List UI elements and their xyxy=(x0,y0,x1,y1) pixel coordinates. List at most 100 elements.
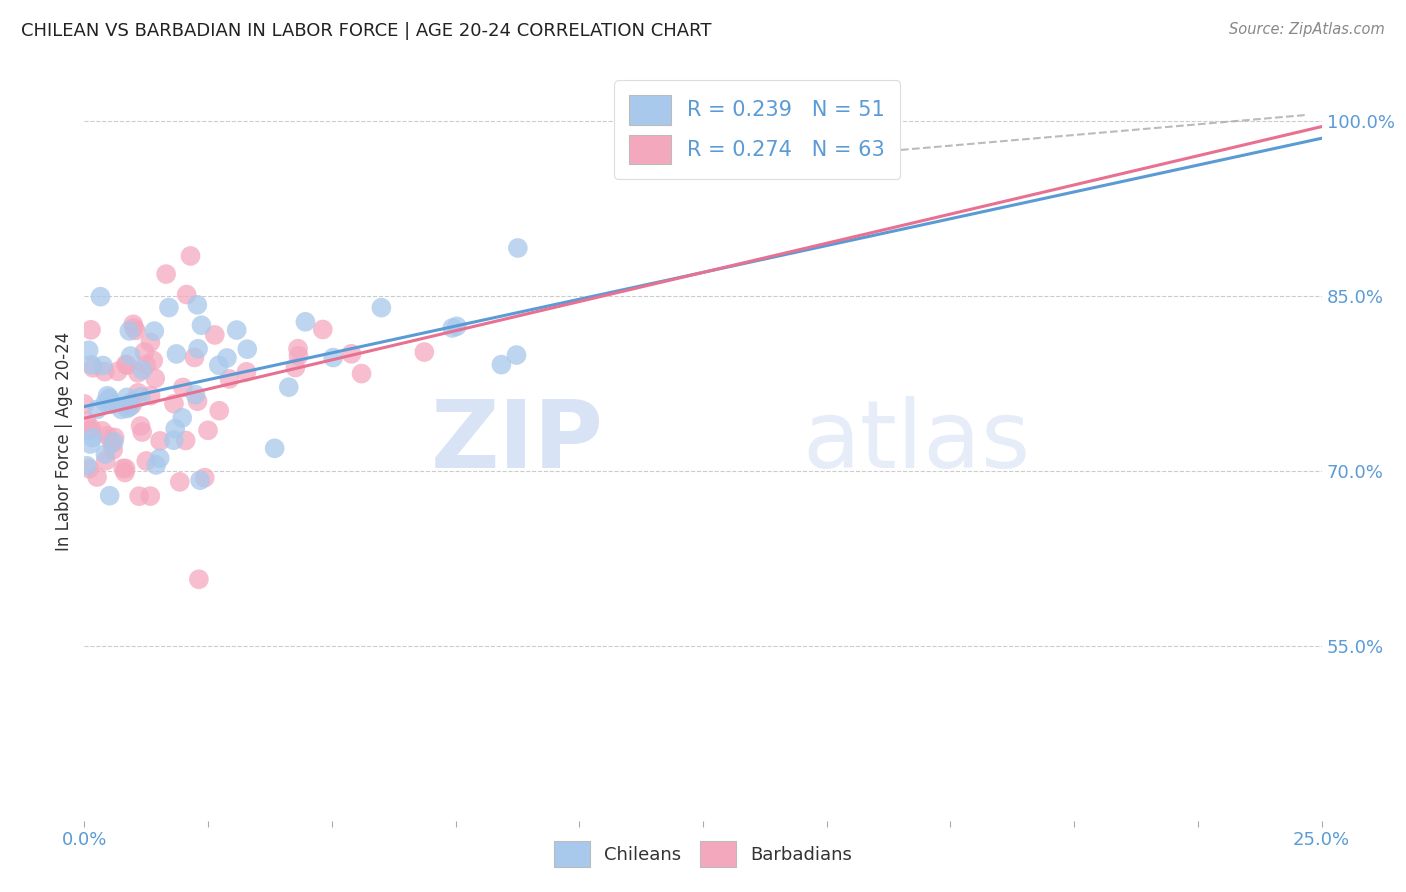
Legend: R = 0.239   N = 51, R = 0.274   N = 63: R = 0.239 N = 51, R = 0.274 N = 63 xyxy=(614,80,900,179)
Point xyxy=(115,401,138,416)
Point xyxy=(187,572,209,586)
Point xyxy=(263,442,285,456)
Point xyxy=(225,323,247,337)
Point xyxy=(104,430,127,444)
Text: ZIP: ZIP xyxy=(432,395,605,488)
Point xyxy=(127,366,149,380)
Point xyxy=(505,348,527,362)
Point xyxy=(441,321,464,335)
Point xyxy=(98,393,121,408)
Point xyxy=(89,290,111,304)
Point xyxy=(107,364,129,378)
Point xyxy=(96,389,118,403)
Point xyxy=(98,391,121,405)
Point xyxy=(129,390,152,404)
Point xyxy=(115,358,138,372)
Point xyxy=(218,372,240,386)
Point xyxy=(129,419,152,434)
Point xyxy=(143,371,166,385)
Point xyxy=(187,394,209,409)
Point xyxy=(149,434,172,448)
Point xyxy=(101,442,124,457)
Point xyxy=(103,434,125,449)
Point xyxy=(139,335,162,350)
Point xyxy=(287,342,309,356)
Point xyxy=(174,434,197,448)
Point xyxy=(115,357,138,371)
Point xyxy=(91,424,114,438)
Point xyxy=(235,365,257,379)
Point xyxy=(79,423,101,437)
Point xyxy=(97,429,120,443)
Point xyxy=(187,342,209,356)
Point xyxy=(208,403,231,417)
Point xyxy=(446,319,468,334)
Point xyxy=(77,343,100,358)
Point xyxy=(114,466,136,480)
Point xyxy=(284,360,307,375)
Text: atlas: atlas xyxy=(801,395,1031,488)
Point xyxy=(125,323,148,337)
Point xyxy=(204,328,226,343)
Point xyxy=(101,436,124,450)
Point xyxy=(413,345,436,359)
Point xyxy=(142,353,165,368)
Point xyxy=(114,461,136,475)
Point xyxy=(110,402,132,417)
Point xyxy=(76,414,98,428)
Point xyxy=(312,322,335,336)
Point xyxy=(121,398,143,412)
Point xyxy=(149,451,172,466)
Point xyxy=(215,351,238,365)
Point xyxy=(122,321,145,335)
Point xyxy=(79,437,101,451)
Point xyxy=(86,470,108,484)
Point xyxy=(135,358,157,372)
Point xyxy=(176,287,198,301)
Point xyxy=(86,402,108,417)
Point xyxy=(121,395,143,409)
Point xyxy=(94,395,117,409)
Point xyxy=(190,318,212,333)
Point xyxy=(208,358,231,372)
Point xyxy=(169,475,191,489)
Text: Source: ZipAtlas.com: Source: ZipAtlas.com xyxy=(1229,22,1385,37)
Point xyxy=(179,249,201,263)
Point xyxy=(340,347,363,361)
Point xyxy=(98,489,121,503)
Point xyxy=(194,471,217,485)
Point xyxy=(172,410,194,425)
Point xyxy=(491,358,513,372)
Point xyxy=(118,324,141,338)
Point xyxy=(172,380,194,394)
Point xyxy=(122,318,145,332)
Point xyxy=(139,389,162,403)
Point xyxy=(163,434,186,448)
Point xyxy=(165,421,187,435)
Point xyxy=(80,421,103,435)
Point xyxy=(80,323,103,337)
Point xyxy=(76,458,98,473)
Point xyxy=(322,351,344,365)
Point xyxy=(94,454,117,468)
Point xyxy=(165,347,187,361)
Point xyxy=(184,387,207,401)
Point xyxy=(163,397,186,411)
Point xyxy=(145,458,167,472)
Point xyxy=(101,397,124,411)
Point xyxy=(77,462,100,476)
Point xyxy=(118,400,141,414)
Point xyxy=(155,267,177,281)
Point xyxy=(506,241,529,255)
Point xyxy=(115,390,138,404)
Point xyxy=(277,380,299,394)
Point xyxy=(131,425,153,439)
Point xyxy=(143,324,166,338)
Point xyxy=(134,345,156,359)
Point xyxy=(287,349,309,363)
Point xyxy=(128,489,150,503)
Point xyxy=(294,315,316,329)
Y-axis label: In Labor Force | Age 20-24: In Labor Force | Age 20-24 xyxy=(55,332,73,551)
Point xyxy=(350,367,373,381)
Point xyxy=(80,358,103,372)
